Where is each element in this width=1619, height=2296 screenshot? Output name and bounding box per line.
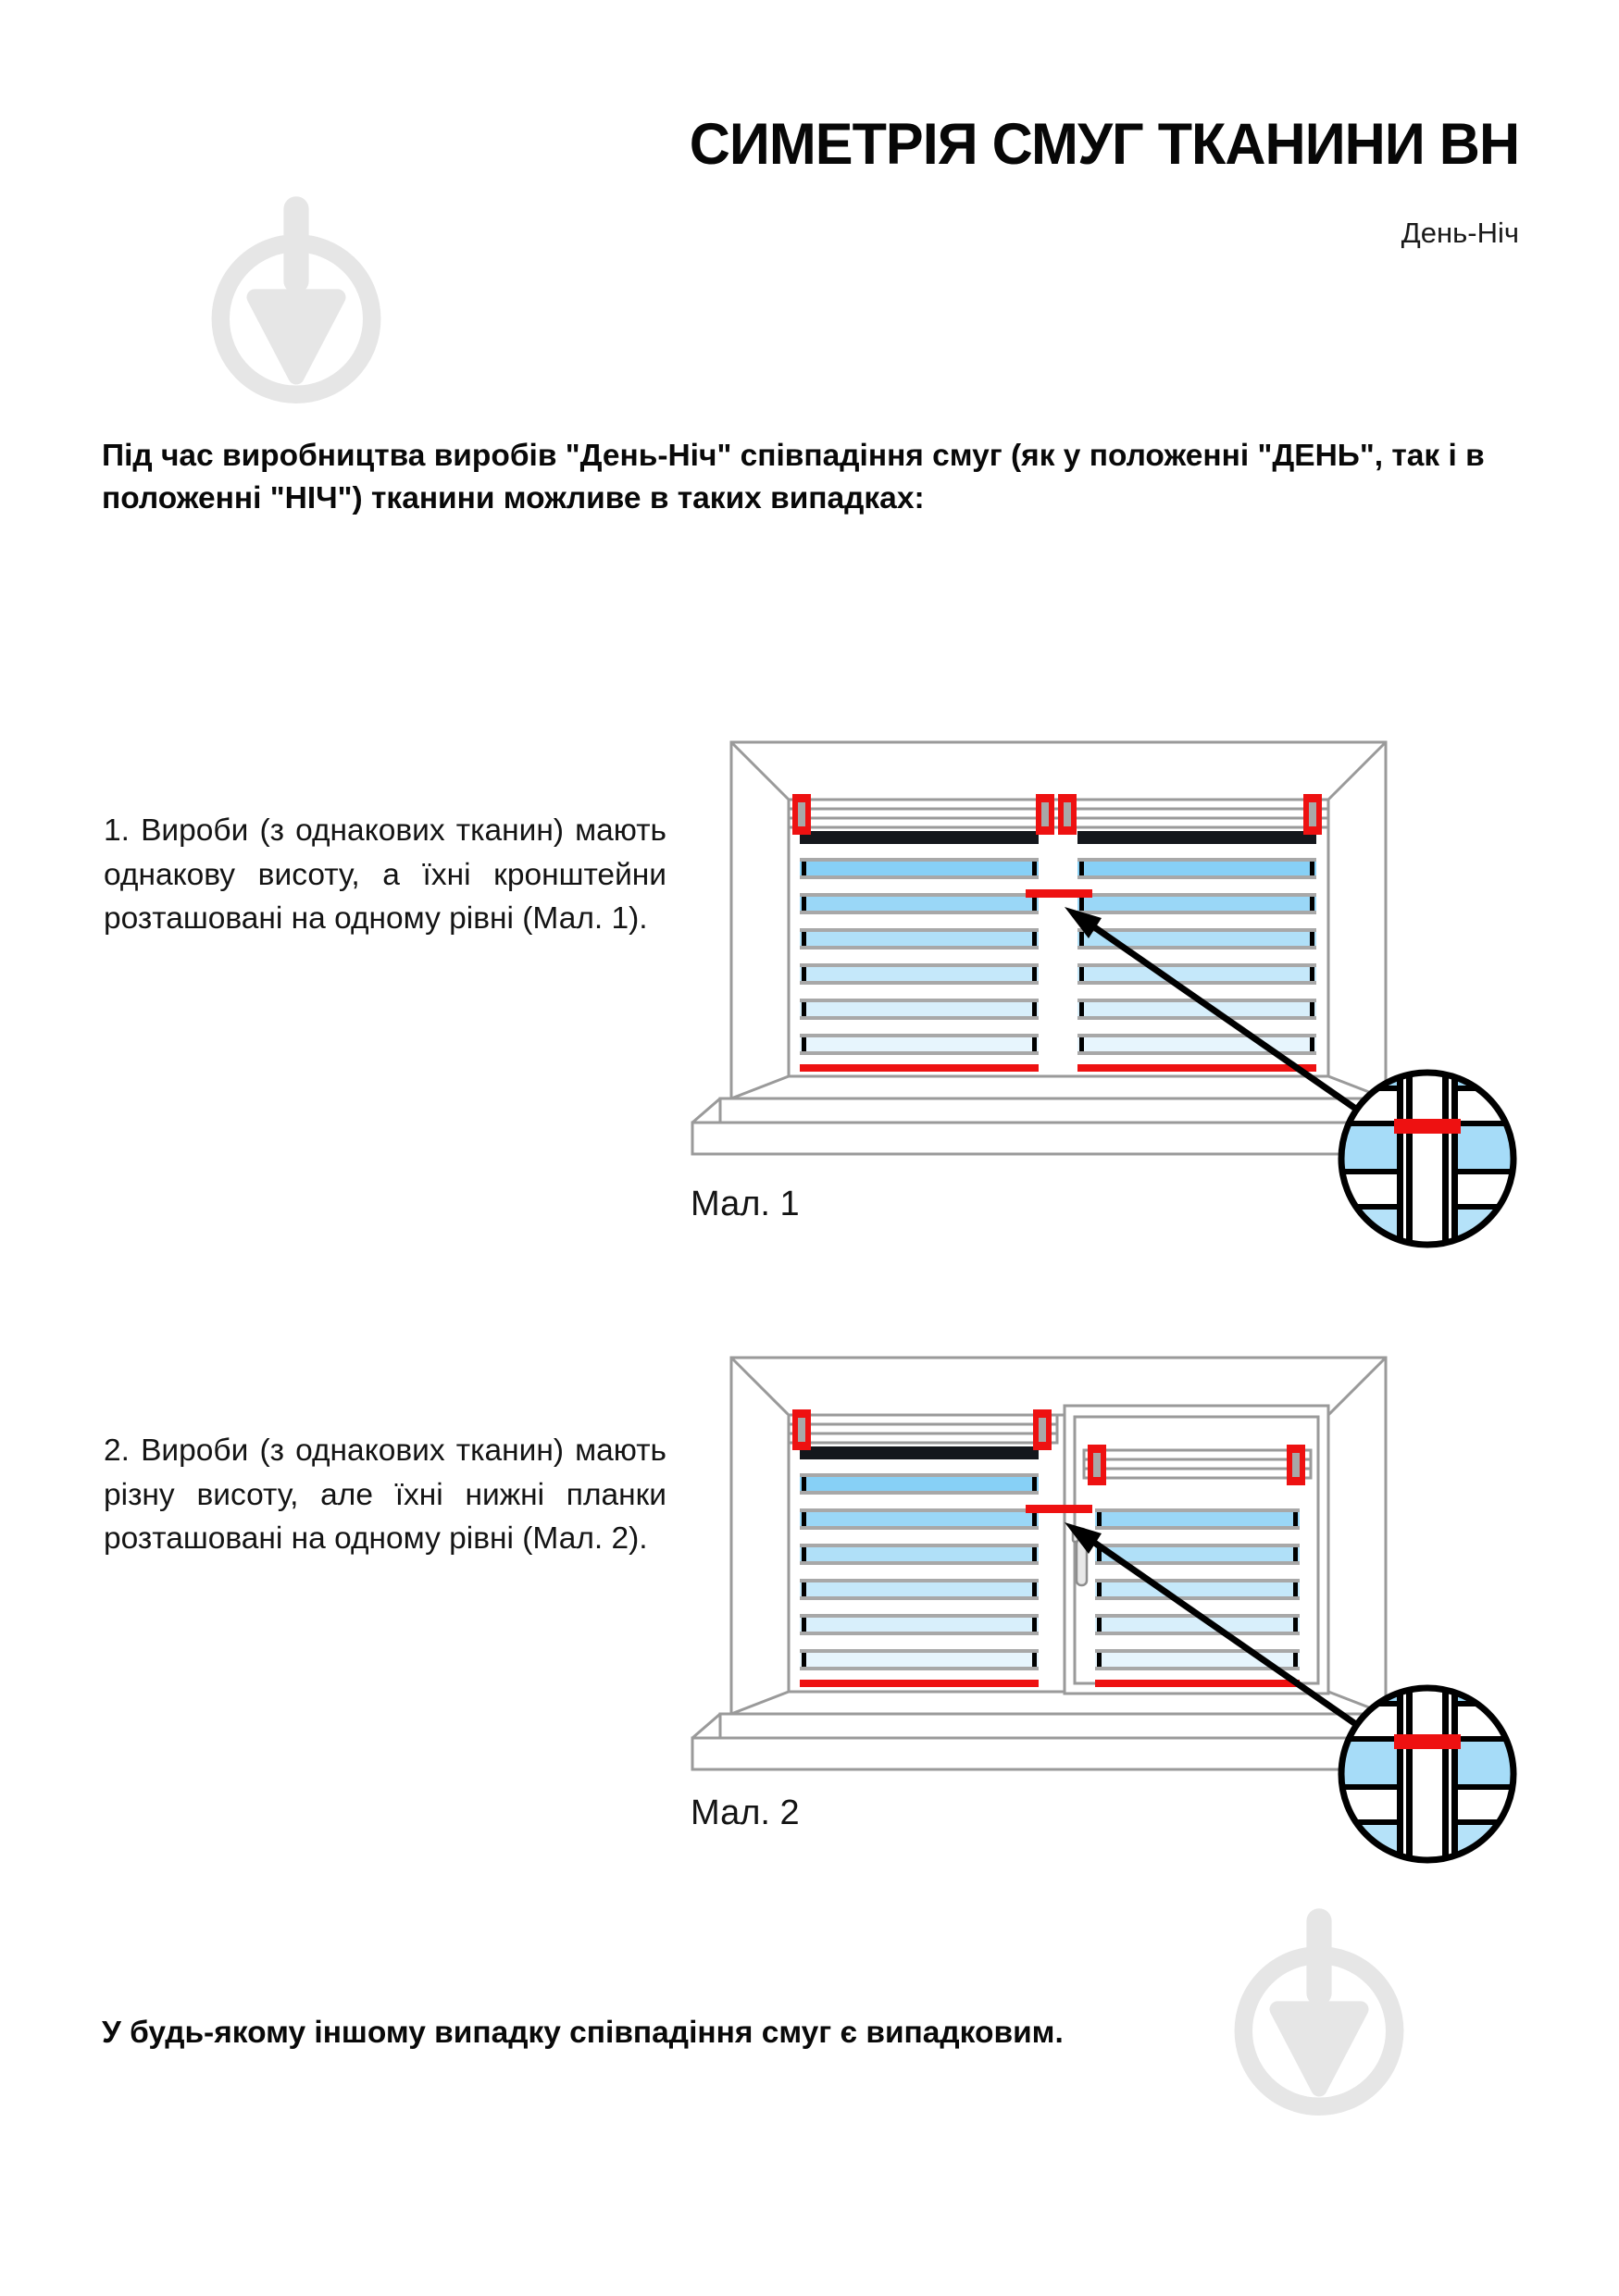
intro-paragraph: Під час виробництва виробів "День-Ніч" с… xyxy=(102,439,1485,515)
mounting-brackets xyxy=(792,1409,1305,1485)
figure-2-window-illustration xyxy=(691,1356,1517,1864)
figure-1-window-illustration xyxy=(691,740,1517,1248)
stripe-alignment-marker xyxy=(1026,889,1092,898)
trowel-watermark-icon xyxy=(1234,1908,1404,2116)
blind-panel-left xyxy=(800,1446,1039,1687)
blind-panel-right xyxy=(1095,1508,1300,1687)
bottom-bar-right xyxy=(1077,1064,1316,1072)
arrow-annotation xyxy=(1065,1522,1359,1728)
stripe-alignment-marker xyxy=(1026,1505,1092,1513)
cassette-rail-right xyxy=(1082,1448,1313,1480)
figure-2-label: Мал. 2 xyxy=(691,1793,800,1832)
page-title: СИМЕТРІЯ СМУГ ТКАНИНИ ВН xyxy=(689,112,1520,177)
figure-1-label: Мал. 1 xyxy=(691,1185,800,1223)
footer-note: У будь-якому іншому випадку співпадіння … xyxy=(102,2016,1064,2050)
mounting-brackets xyxy=(792,794,1322,835)
zoom-inset-circle xyxy=(1338,1069,1517,1248)
page-subtitle: День-Ніч xyxy=(1401,217,1519,249)
zoom-inset-circle xyxy=(1338,1684,1517,1864)
case-2-paragraph: 2. Вироби (з однакових тканин) мають різ… xyxy=(104,1433,666,1557)
trowel-watermark-icon xyxy=(211,196,381,403)
arrow-annotation xyxy=(1065,907,1359,1112)
case-1-paragraph: 1. Вироби (з однакових тканин) мають одн… xyxy=(104,813,666,937)
window-sill xyxy=(691,1712,1426,1771)
bottom-bar-left xyxy=(800,1064,1039,1072)
cassette-rail-left xyxy=(787,1413,1059,1445)
window-sill xyxy=(691,1097,1426,1156)
